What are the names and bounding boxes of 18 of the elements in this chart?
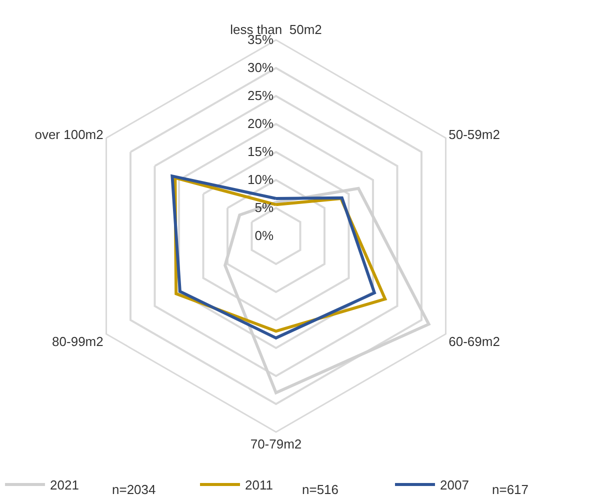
y-tick-label: 10% bbox=[248, 172, 274, 188]
y-tick-label: 30% bbox=[248, 60, 274, 76]
y-tick-label: 5% bbox=[254, 200, 274, 216]
spoke-label: 60-69m2 bbox=[448, 334, 500, 350]
y-tick-label: 0% bbox=[254, 228, 274, 244]
y-tick-label: 20% bbox=[248, 116, 274, 132]
legend-label: 2007 bbox=[440, 478, 469, 493]
spoke-label: 70-79m2 bbox=[250, 436, 302, 452]
spoke-label: 50-59m2 bbox=[448, 126, 500, 142]
legend-label: 2011 bbox=[245, 478, 273, 493]
text: n=2034 bbox=[112, 482, 156, 497]
text: n=617 bbox=[492, 482, 529, 497]
text: n=516 bbox=[302, 482, 339, 497]
y-tick-label: 25% bbox=[248, 88, 274, 104]
y-tick-label: 15% bbox=[248, 144, 274, 160]
spoke-label: 80-99m2 bbox=[52, 334, 104, 350]
legend-label: 2021 bbox=[50, 478, 79, 493]
spoke-label: over 100m2 bbox=[34, 126, 104, 142]
